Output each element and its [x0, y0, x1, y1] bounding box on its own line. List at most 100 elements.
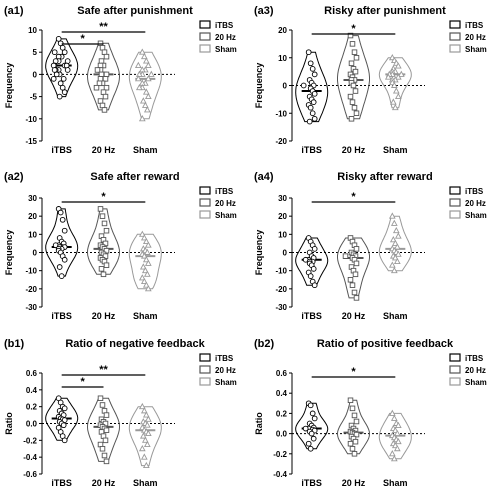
x-tick-label: 20 Hz — [342, 145, 366, 155]
data-point — [350, 82, 357, 89]
legend-swatch — [199, 44, 211, 53]
data-point — [342, 253, 349, 259]
panel-title: Ratio of positive feedback — [317, 338, 454, 350]
panel-a2: (a2) Safe after reward -30 -20 -10 0 10 20 30 Fre… — [0, 166, 250, 332]
data-point — [394, 250, 402, 257]
data-point — [353, 246, 360, 252]
data-point — [144, 75, 152, 82]
x-tick-label: 20 Hz — [92, 478, 116, 488]
legend-swatch — [449, 186, 461, 195]
x-tick-label: 20 Hz — [92, 311, 116, 321]
panel-a1: (a1) Safe after punishment -15 -10 -5 0 5 10 Fre… — [0, 0, 250, 166]
data-point — [351, 49, 358, 55]
data-point — [138, 274, 146, 281]
data-point — [347, 397, 354, 404]
y-tick-label: 0.6 — [276, 369, 288, 378]
data-point — [141, 266, 149, 274]
data-point — [59, 84, 66, 91]
data-point — [55, 36, 62, 42]
data-point — [103, 227, 110, 234]
x-tick-label: iTBS — [51, 478, 72, 488]
data-point — [61, 89, 68, 96]
data-point — [309, 110, 316, 117]
legend-swatch — [199, 377, 211, 386]
y-tick-label: 10 — [278, 54, 287, 63]
data-point — [97, 76, 104, 82]
legend-swatch — [199, 186, 211, 195]
data-point — [391, 103, 399, 111]
y-tick-label: -0.4 — [273, 470, 287, 479]
data-point — [393, 445, 401, 452]
data-point — [310, 435, 317, 442]
x-tick-label: Sham — [383, 478, 408, 488]
data-point — [147, 70, 155, 77]
data-point — [307, 104, 314, 111]
data-point — [388, 450, 396, 457]
data-point — [103, 71, 110, 78]
significance-label: ** — [99, 21, 108, 33]
data-point — [389, 236, 397, 243]
y-tick-label: 0.0 — [276, 430, 288, 439]
data-point — [390, 266, 398, 274]
y-axis-label: Frequency — [4, 63, 14, 109]
x-tick-label: Sham — [383, 311, 408, 321]
data-point — [348, 60, 355, 67]
panel-tag: (a1) — [4, 5, 24, 17]
data-point — [140, 52, 148, 60]
data-point — [100, 89, 107, 95]
y-tick-label: 30 — [28, 194, 37, 203]
significance-label: * — [351, 191, 356, 203]
violin-sham — [128, 51, 162, 120]
data-point — [349, 445, 356, 452]
data-point — [307, 60, 314, 67]
data-point — [311, 71, 318, 78]
data-point — [141, 436, 149, 443]
data-point — [101, 220, 108, 227]
data-point — [352, 68, 359, 75]
x-tick-label: Sham — [383, 145, 408, 155]
data-point — [353, 260, 360, 267]
data-point — [352, 271, 359, 278]
chart-svg-a2: (a2) Safe after reward -30 -20 -10 0 10 20 30 Fre… — [4, 171, 237, 321]
data-point — [394, 92, 402, 100]
y-tick-label: 0.0 — [26, 420, 38, 429]
data-point — [53, 71, 60, 78]
data-point — [57, 80, 64, 87]
y-axis-label: Frequency — [4, 230, 14, 276]
data-point — [144, 241, 152, 248]
y-tick-label: 20 — [28, 212, 37, 221]
panel-tag: (a4) — [254, 171, 274, 183]
data-point — [61, 49, 68, 56]
y-tick-label: 30 — [278, 194, 287, 203]
data-point — [308, 430, 315, 437]
legend-label: 20 Hz — [465, 33, 486, 42]
panel-b2: (b2) Ratio of positive feedback -0.4 -0.2 0.… — [250, 333, 500, 499]
data-point — [347, 440, 354, 447]
y-axis-label: Frequency — [254, 63, 264, 109]
data-point — [353, 295, 360, 301]
data-point — [140, 277, 148, 285]
chart-svg-b2: (b2) Ratio of positive feedback -0.4 -0.2 0.… — [254, 338, 487, 488]
data-point — [143, 440, 151, 447]
significance-label: * — [80, 376, 85, 388]
data-point — [61, 256, 68, 263]
data-point — [351, 289, 358, 296]
y-tick-label: 0.6 — [26, 369, 38, 378]
data-point — [311, 415, 318, 422]
data-point — [141, 101, 149, 108]
y-tick-label: 0 — [283, 249, 288, 258]
significance-label: ** — [99, 364, 108, 376]
data-point — [51, 67, 58, 73]
data-point — [142, 281, 150, 288]
data-point — [142, 88, 150, 95]
data-point — [140, 252, 148, 259]
data-point — [135, 83, 143, 91]
y-axis-label: Frequency — [254, 230, 264, 276]
data-point — [311, 90, 318, 97]
data-point — [388, 409, 396, 416]
data-point — [59, 44, 66, 51]
y-tick-label: -30 — [25, 303, 37, 312]
data-point — [138, 48, 146, 55]
x-tick-label: iTBS — [301, 311, 322, 321]
data-point — [394, 62, 402, 69]
